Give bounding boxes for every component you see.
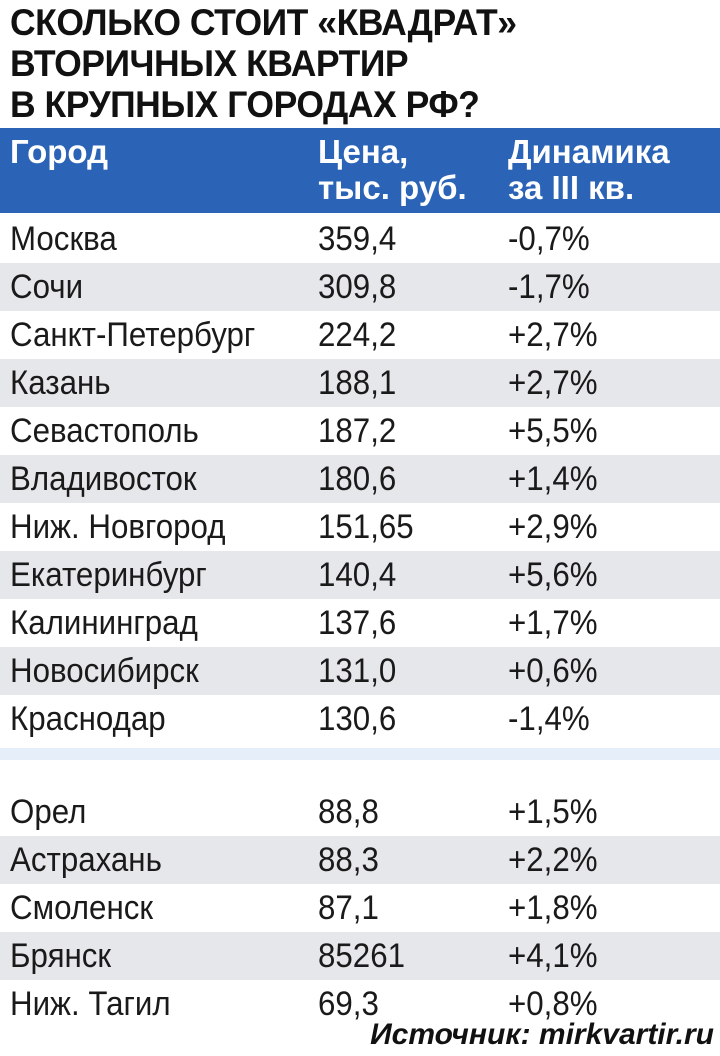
table-row: Владивосток 180,6 +1,4% bbox=[0, 455, 720, 503]
header-dynamics-line-1: Динамика bbox=[508, 133, 670, 170]
cell-dynamics: +1,5% bbox=[508, 793, 598, 831]
cell-city: Екатеринбург bbox=[10, 556, 207, 594]
cell-price: 151,65 bbox=[318, 508, 414, 546]
table-row: Казань 188,1 +2,7% bbox=[0, 359, 720, 407]
table-row: Новосибирск 131,0 +0,6% bbox=[0, 647, 720, 695]
cell-city: Смоленск bbox=[10, 889, 154, 927]
cell-city: Санкт-Петербург bbox=[10, 316, 256, 354]
cell-price: 85261 bbox=[318, 937, 405, 975]
table-header: Город Цена, тыс. руб. Динамика за III кв… bbox=[0, 128, 720, 213]
header-city-label: Город bbox=[10, 133, 109, 170]
cell-dynamics: +2,7% bbox=[508, 316, 598, 354]
cell-dynamics: +1,8% bbox=[508, 889, 598, 927]
cell-city: Казань bbox=[10, 364, 111, 402]
cell-price: 224,2 bbox=[318, 316, 397, 354]
table-row: Ниж. Тагил 69,3 +0,8% bbox=[0, 980, 720, 1028]
cell-dynamics: +2,2% bbox=[508, 841, 598, 879]
table-row: Санкт-Петербург 224,2 +2,7% bbox=[0, 311, 720, 359]
cell-city: Ниж. Тагил bbox=[10, 985, 171, 1023]
cell-city: Севастополь bbox=[10, 412, 199, 450]
table-row: Краснодар 130,6 -1,4% bbox=[0, 695, 720, 743]
table-row: Смоленск 87,1 +1,8% bbox=[0, 884, 720, 932]
title-line-2: ВТОРИЧНЫХ КВАРТИР bbox=[10, 43, 409, 84]
cell-price: 88,3 bbox=[318, 841, 379, 879]
cell-city: Астрахань bbox=[10, 841, 162, 879]
header-price-line-1: Цена, bbox=[318, 133, 409, 170]
cell-dynamics: -1,7% bbox=[508, 268, 590, 306]
cell-dynamics: +4,1% bbox=[508, 937, 598, 975]
title-line-3: В КРУПНЫХ ГОРОДАХ РФ? bbox=[10, 84, 480, 125]
cell-price: 88,8 bbox=[318, 793, 379, 831]
cell-dynamics: +2,9% bbox=[508, 508, 598, 546]
cell-price: 140,4 bbox=[318, 556, 397, 594]
cell-price: 137,6 bbox=[318, 604, 397, 642]
cell-city: Брянск bbox=[10, 937, 112, 975]
table-row: Брянск 85261 +4,1% bbox=[0, 932, 720, 980]
group-separator bbox=[0, 748, 720, 760]
table-row: Калининград 137,6 +1,7% bbox=[0, 599, 720, 647]
table-row: Орел 88,8 +1,5% bbox=[0, 788, 720, 836]
header-city: Город bbox=[10, 134, 108, 170]
table-row: Ниж. Новгород 151,65 +2,9% bbox=[0, 503, 720, 551]
table-row: Сочи 309,8 -1,7% bbox=[0, 263, 720, 311]
table-row: Астрахань 88,3 +2,2% bbox=[0, 836, 720, 884]
cell-dynamics: +1,4% bbox=[508, 460, 598, 498]
cell-dynamics: -0,7% bbox=[508, 220, 590, 258]
cell-city: Владивосток bbox=[10, 460, 197, 498]
header-dynamics-line-2: за III кв. bbox=[508, 169, 635, 206]
cell-city: Москва bbox=[10, 220, 117, 258]
cell-price: 69,3 bbox=[318, 985, 379, 1023]
cell-dynamics: +5,5% bbox=[508, 412, 598, 450]
cell-city: Краснодар bbox=[10, 700, 166, 738]
cell-city: Сочи bbox=[10, 268, 84, 306]
cell-price: 188,1 bbox=[318, 364, 397, 402]
header-price-line-2: тыс. руб. bbox=[318, 169, 467, 206]
cell-dynamics: -1,4% bbox=[508, 700, 590, 738]
header-dynamics: Динамика за III кв. bbox=[508, 134, 670, 206]
cell-dynamics: +1,7% bbox=[508, 604, 598, 642]
cell-dynamics: +5,6% bbox=[508, 556, 598, 594]
source-note: Источник: mirkvartir.ru bbox=[370, 1018, 714, 1051]
header-price: Цена, тыс. руб. bbox=[318, 134, 467, 206]
cell-city: Орел bbox=[10, 793, 87, 831]
table-row: Екатеринбург 140,4 +5,6% bbox=[0, 551, 720, 599]
table-row: Севастополь 187,2 +5,5% bbox=[0, 407, 720, 455]
cell-price: 187,2 bbox=[318, 412, 397, 450]
cell-dynamics: +0,8% bbox=[508, 985, 598, 1023]
cell-city: Новосибирск bbox=[10, 652, 199, 690]
title-line-1: СКОЛЬКО СТОИТ «КВАДРАТ» bbox=[10, 2, 517, 43]
cell-price: 87,1 bbox=[318, 889, 379, 927]
cell-dynamics: +0,6% bbox=[508, 652, 598, 690]
cell-dynamics: +2,7% bbox=[508, 364, 598, 402]
cell-price: 309,8 bbox=[318, 268, 397, 306]
cell-city: Ниж. Новгород bbox=[10, 508, 226, 546]
cell-price: 130,6 bbox=[318, 700, 397, 738]
chart-title: СКОЛЬКО СТОИТ «КВАДРАТ» ВТОРИЧНЫХ КВАРТИ… bbox=[10, 2, 682, 125]
cell-price: 131,0 bbox=[318, 652, 397, 690]
cell-price: 180,6 bbox=[318, 460, 397, 498]
cell-price: 359,4 bbox=[318, 220, 397, 258]
table-row: Москва 359,4 -0,7% bbox=[0, 215, 720, 263]
cell-city: Калининград bbox=[10, 604, 198, 642]
